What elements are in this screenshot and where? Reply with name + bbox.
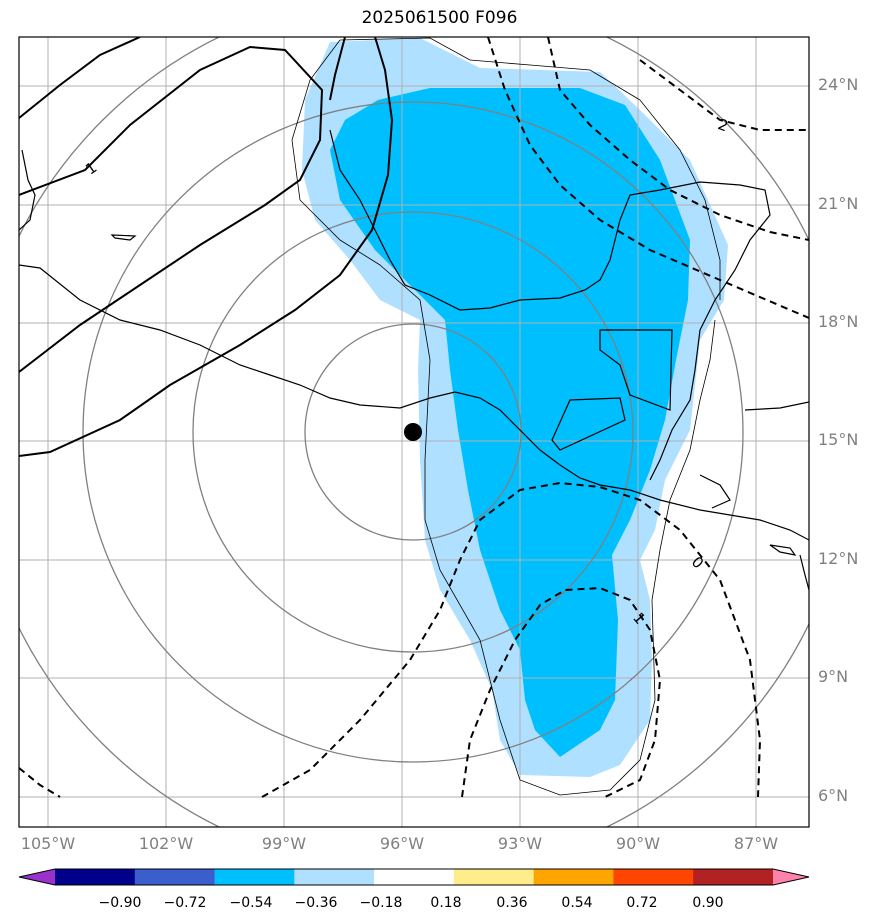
- lat-label-21n: 21°N: [818, 194, 859, 213]
- solid-contours: [19, 37, 394, 457]
- colorbar-segment: [214, 869, 295, 885]
- lon-label-90w: 90°W: [615, 834, 661, 853]
- colorbar-segment: [294, 869, 375, 885]
- borders: [291, 37, 721, 796]
- colorbar-extend-min: [19, 869, 55, 885]
- map-title: 2025061500 F096: [361, 8, 518, 28]
- range-rings: [19, 37, 809, 827]
- colorbar-tick-8: 0.54: [561, 895, 593, 911]
- lat-label-9n: 9°N: [818, 667, 849, 686]
- contour-label-0: 0: [688, 553, 707, 572]
- colorbar-segment: [453, 869, 535, 885]
- colorbar-tick-4: −0.36: [294, 895, 338, 911]
- colorbar-segment: [533, 869, 614, 885]
- colorbar: [18, 868, 810, 886]
- lon-label-93w: 93°W: [497, 834, 543, 853]
- colorbar-segment: [613, 869, 694, 885]
- dashed-contours: [19, 37, 809, 798]
- colorbar-tick-1: −0.90: [98, 895, 142, 911]
- colorbar-extend-max: [773, 869, 809, 885]
- colorbar-tick-3: −0.54: [229, 895, 273, 911]
- map-frame: [18, 36, 810, 828]
- colorbar-tick-7: 0.36: [496, 895, 528, 911]
- colorbar-tick-5: −0.18: [359, 895, 403, 911]
- lat-label-15n: 15°N: [818, 430, 859, 449]
- contour-label-1a: 1: [82, 158, 100, 178]
- colorbar-segment: [55, 869, 136, 885]
- lon-label-96w: 96°W: [379, 834, 425, 853]
- colorbar-segment: [693, 869, 774, 885]
- colorbar-tick-10: 0.90: [692, 895, 724, 911]
- lat-label-18n: 18°N: [818, 312, 859, 331]
- lat-label-24n: 24°N: [818, 75, 859, 94]
- graticule: [19, 37, 809, 827]
- coastlines: [19, 129, 809, 591]
- lat-label-6n: 6°N: [818, 786, 849, 805]
- blue-anomaly: [330, 88, 690, 757]
- colorbar-tick-9: 0.72: [626, 895, 658, 911]
- lon-label-87w: 87°W: [733, 834, 779, 853]
- colorbar-tick-2: −0.72: [163, 895, 207, 911]
- lat-label-12n: 12°N: [818, 549, 859, 568]
- lon-label-99w: 99°W: [261, 834, 307, 853]
- colorbar-outline: [18, 868, 810, 886]
- lon-label-102w: 102°W: [138, 834, 194, 853]
- lon-label-105w: 105°W: [20, 834, 76, 853]
- storm-center-marker: [404, 423, 422, 441]
- colorbar-tick-6: 0.18: [430, 895, 462, 911]
- colorbar-segment: [134, 869, 216, 885]
- colorbar-segment: [374, 869, 455, 885]
